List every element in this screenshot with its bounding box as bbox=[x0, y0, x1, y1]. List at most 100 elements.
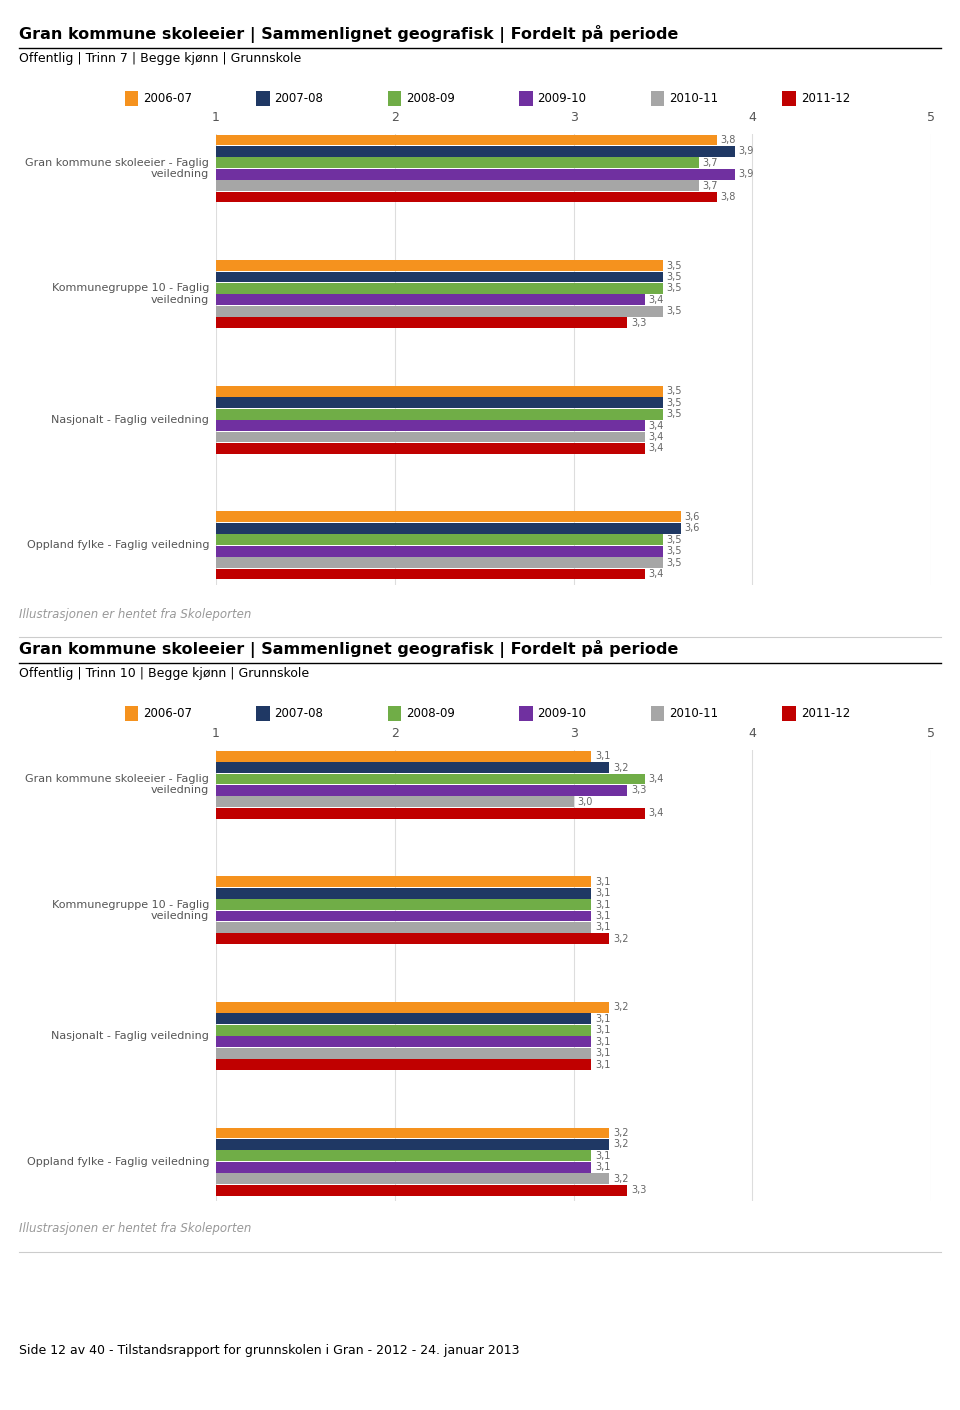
Text: 3,2: 3,2 bbox=[612, 1173, 629, 1184]
Text: 2007-08: 2007-08 bbox=[275, 92, 324, 106]
Text: 3,5: 3,5 bbox=[666, 398, 682, 407]
Bar bbox=[216, 431, 645, 443]
Bar bbox=[216, 158, 699, 168]
Text: 3,1: 3,1 bbox=[595, 888, 611, 898]
Text: 3,5: 3,5 bbox=[666, 534, 682, 544]
Text: 3,1: 3,1 bbox=[595, 1151, 611, 1160]
Bar bbox=[216, 386, 663, 396]
Text: 2006-07: 2006-07 bbox=[143, 92, 192, 106]
Text: 2009-10: 2009-10 bbox=[538, 92, 587, 106]
Text: 3,2: 3,2 bbox=[612, 763, 629, 773]
Bar bbox=[216, 1139, 610, 1151]
Bar bbox=[216, 169, 734, 179]
Bar bbox=[216, 557, 663, 568]
Text: 3,5: 3,5 bbox=[666, 272, 682, 282]
Text: 3,0: 3,0 bbox=[577, 797, 592, 807]
Bar bbox=[216, 922, 591, 933]
Bar bbox=[216, 295, 645, 306]
Bar bbox=[216, 911, 591, 922]
Text: 3,9: 3,9 bbox=[738, 147, 754, 157]
Text: 3,1: 3,1 bbox=[595, 877, 611, 887]
Text: 3,3: 3,3 bbox=[631, 1186, 646, 1196]
Bar bbox=[216, 546, 663, 557]
Bar bbox=[216, 409, 663, 420]
Text: 3,1: 3,1 bbox=[595, 1162, 611, 1172]
Bar bbox=[216, 877, 591, 887]
Text: 3,4: 3,4 bbox=[649, 570, 664, 580]
Text: 2008-09: 2008-09 bbox=[406, 92, 455, 106]
Text: 2006-07: 2006-07 bbox=[143, 706, 192, 721]
Bar bbox=[216, 1151, 591, 1162]
Bar bbox=[216, 1025, 591, 1036]
Bar bbox=[216, 1128, 610, 1138]
Bar bbox=[216, 306, 663, 317]
Text: 3,8: 3,8 bbox=[720, 135, 735, 145]
Bar bbox=[216, 272, 663, 282]
Bar bbox=[216, 534, 663, 546]
Text: 3,3: 3,3 bbox=[631, 317, 646, 327]
Text: 3,9: 3,9 bbox=[738, 169, 754, 179]
Text: 2011-12: 2011-12 bbox=[801, 92, 850, 106]
Text: Offentlig | Trinn 10 | Begge kjønn | Grunnskole: Offentlig | Trinn 10 | Begge kjønn | Gru… bbox=[19, 667, 309, 680]
Text: 3,4: 3,4 bbox=[649, 420, 664, 430]
Bar bbox=[216, 1014, 591, 1024]
Text: Illustrasjonen er hentet fra Skoleporten: Illustrasjonen er hentet fra Skoleporten bbox=[19, 1222, 252, 1235]
Text: Side 12 av 40 - Tilstandsrapport for grunnskolen i Gran - 2012 - 24. januar 2013: Side 12 av 40 - Tilstandsrapport for gru… bbox=[19, 1344, 519, 1356]
Text: 3,4: 3,4 bbox=[649, 808, 664, 818]
Bar bbox=[216, 523, 681, 534]
Bar bbox=[216, 1036, 591, 1048]
Text: 3,2: 3,2 bbox=[612, 1139, 629, 1149]
Text: 3,1: 3,1 bbox=[595, 911, 611, 921]
Text: 3,2: 3,2 bbox=[612, 933, 629, 943]
Text: 3,4: 3,4 bbox=[649, 295, 664, 305]
Bar bbox=[216, 398, 663, 407]
Text: 3,5: 3,5 bbox=[666, 409, 682, 419]
Bar bbox=[216, 933, 610, 945]
Text: 3,4: 3,4 bbox=[649, 774, 664, 784]
Text: 3,2: 3,2 bbox=[612, 1003, 629, 1012]
Bar bbox=[216, 797, 573, 808]
Text: 3,5: 3,5 bbox=[666, 386, 682, 396]
Text: 3,1: 3,1 bbox=[595, 1059, 611, 1070]
Text: 3,4: 3,4 bbox=[649, 431, 664, 441]
Text: 3,6: 3,6 bbox=[684, 512, 700, 522]
Bar bbox=[216, 1003, 610, 1012]
Bar bbox=[216, 750, 591, 761]
Text: 3,5: 3,5 bbox=[666, 261, 682, 271]
Bar bbox=[216, 1048, 591, 1059]
Text: 2010-11: 2010-11 bbox=[669, 706, 718, 721]
Text: 3,5: 3,5 bbox=[666, 306, 682, 316]
Text: 3,3: 3,3 bbox=[631, 785, 646, 795]
Bar bbox=[216, 147, 734, 157]
Bar bbox=[216, 1173, 610, 1184]
Text: 3,6: 3,6 bbox=[684, 523, 700, 533]
Text: 3,4: 3,4 bbox=[649, 443, 664, 454]
Bar bbox=[216, 317, 627, 329]
Bar bbox=[216, 512, 681, 522]
Bar bbox=[216, 763, 610, 773]
Text: Illustrasjonen er hentet fra Skoleporten: Illustrasjonen er hentet fra Skoleporten bbox=[19, 608, 252, 620]
Bar bbox=[216, 568, 645, 580]
Bar bbox=[216, 420, 645, 431]
Bar bbox=[216, 1184, 627, 1196]
Bar bbox=[216, 283, 663, 293]
Text: 3,1: 3,1 bbox=[595, 1014, 611, 1024]
Text: 2010-11: 2010-11 bbox=[669, 92, 718, 106]
Bar bbox=[216, 443, 645, 454]
Text: Gran kommune skoleeier | Sammenlignet geografisk | Fordelt på periode: Gran kommune skoleeier | Sammenlignet ge… bbox=[19, 25, 679, 44]
Text: 3,2: 3,2 bbox=[612, 1128, 629, 1138]
Text: 3,5: 3,5 bbox=[666, 546, 682, 556]
Text: 3,8: 3,8 bbox=[720, 192, 735, 202]
Bar bbox=[216, 1059, 591, 1070]
Bar bbox=[216, 808, 645, 819]
Text: Offentlig | Trinn 7 | Begge kjønn | Grunnskole: Offentlig | Trinn 7 | Begge kjønn | Grun… bbox=[19, 52, 301, 65]
Text: 2009-10: 2009-10 bbox=[538, 706, 587, 721]
Bar bbox=[216, 1162, 591, 1173]
Bar bbox=[216, 785, 627, 795]
Text: 3,1: 3,1 bbox=[595, 900, 611, 909]
Bar bbox=[216, 900, 591, 909]
Text: 3,7: 3,7 bbox=[703, 158, 718, 168]
Text: 3,1: 3,1 bbox=[595, 1025, 611, 1035]
Bar bbox=[216, 192, 716, 203]
Text: 3,1: 3,1 bbox=[595, 922, 611, 932]
